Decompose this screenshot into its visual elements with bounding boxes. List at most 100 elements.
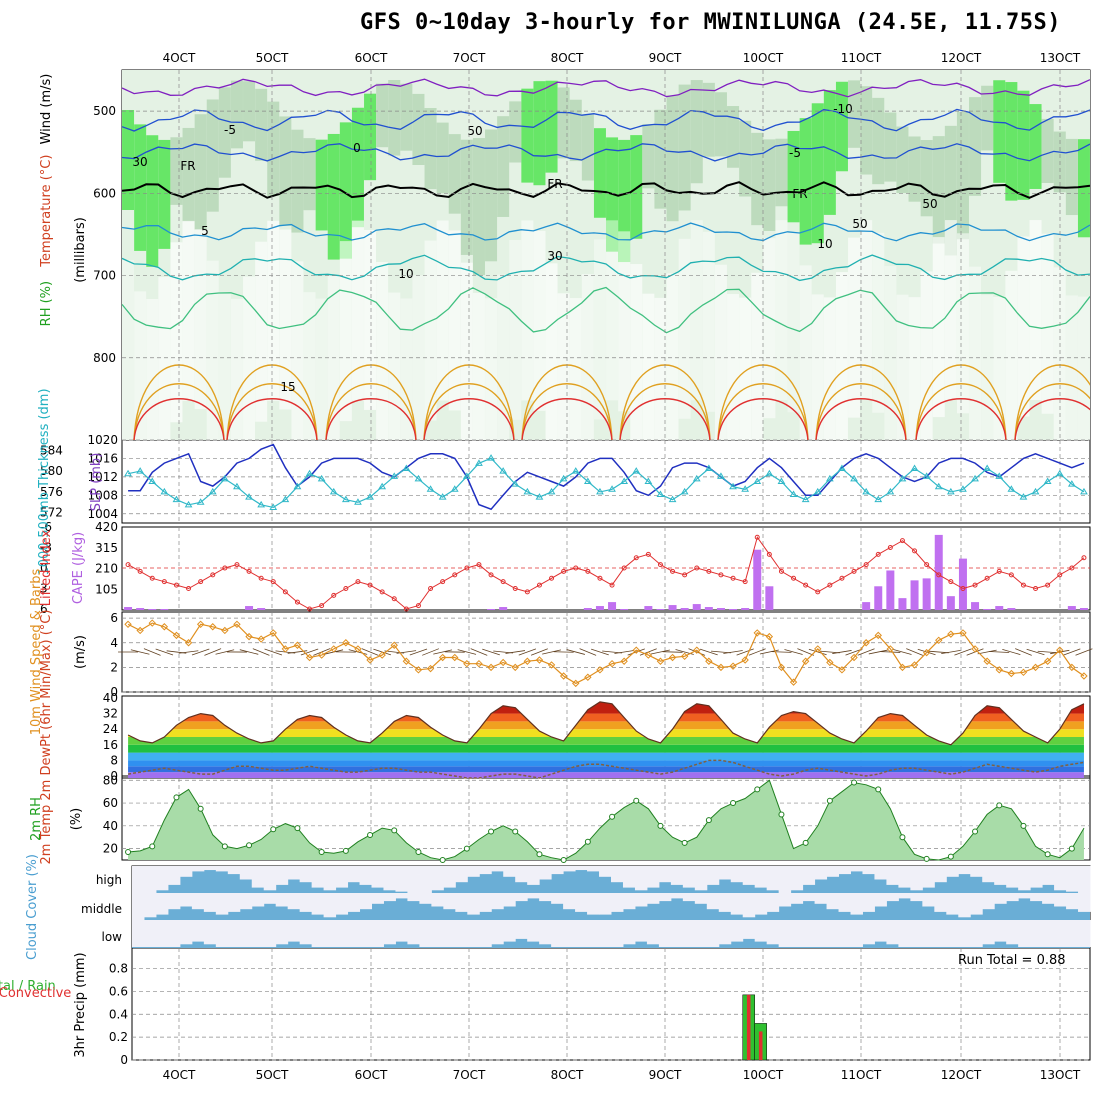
- cloud-clear-cell: [419, 893, 432, 904]
- temp-band: [128, 713, 1085, 722]
- cloud-clear-cell: [347, 893, 361, 912]
- warm-contour: [325, 383, 417, 440]
- cloud-clear-cell: [946, 893, 959, 915]
- lifted-index-point: [621, 565, 627, 571]
- temp-tick-label: 32: [103, 707, 118, 721]
- top-date-label: 7OCT: [453, 51, 486, 65]
- wind-unit-label: (m/s): [73, 635, 88, 669]
- rh-clear-band: [581, 273, 594, 440]
- contour-label: 50: [922, 197, 937, 211]
- rh-clear-band: [267, 220, 280, 401]
- wind-barb: [264, 648, 283, 656]
- cloud-label: Cloud Cover (%): [25, 854, 40, 960]
- rh-point: [221, 843, 228, 850]
- thickness-point: [160, 487, 169, 495]
- wind-barb: [1037, 650, 1058, 654]
- wind-speed-point: [596, 666, 604, 674]
- warm-contour: [133, 383, 225, 440]
- rh-clear-band: [714, 264, 727, 440]
- temp-label: 2m Temp 2m DewPt (6hr Min/Max) (°C): [39, 610, 54, 865]
- wind-barb: [1063, 648, 1081, 656]
- rh-band: [860, 86, 873, 175]
- cloud-clear-cell: [263, 920, 277, 947]
- cloud-clear-cell: [922, 866, 935, 888]
- temp-tick-label: 0: [110, 769, 118, 783]
- rh-clear-band: [497, 274, 510, 440]
- cloud-clear-cell: [299, 893, 313, 912]
- wind-speed-point: [693, 646, 701, 654]
- wind-barb: [650, 649, 670, 655]
- wind-barb: [457, 649, 477, 655]
- cloud-clear-cell: [994, 866, 1007, 885]
- cloud-clear-cell: [563, 920, 576, 947]
- thickness-point: [354, 498, 362, 505]
- rh-point: [173, 794, 180, 801]
- cloud-clear-cell: [575, 866, 588, 871]
- contour-label: -5: [224, 123, 236, 137]
- cloud-clear-cell: [886, 893, 899, 902]
- temp-band: [128, 766, 1085, 773]
- cloud-clear-cell: [443, 866, 456, 888]
- rh-clear-band: [230, 298, 243, 440]
- rh-point: [560, 857, 567, 863]
- rh-point: [996, 802, 1003, 809]
- rh-clear-band: [291, 261, 304, 440]
- cloud-clear-cell: [395, 866, 408, 892]
- thickness-point: [547, 487, 556, 495]
- cloud-clear-cell: [814, 920, 828, 947]
- cloud-clear-cell: [311, 866, 325, 888]
- cape-bar: [668, 605, 677, 610]
- cloud-clear-cell: [1042, 920, 1055, 947]
- temp-band: [128, 729, 1085, 737]
- cloud-clear-cell: [155, 866, 169, 891]
- wind-barb: [893, 649, 912, 655]
- rh-band: [364, 93, 377, 181]
- cloud-clear-cell: [730, 893, 744, 915]
- thickness-point: [511, 480, 520, 487]
- cloud-clear-cell: [383, 920, 396, 945]
- bottom-date-label: 7OCT: [453, 1068, 486, 1082]
- cape-bar: [487, 609, 496, 610]
- contour-label: 10: [817, 237, 832, 251]
- wind-speed-point: [608, 659, 616, 668]
- rh-band: [158, 139, 171, 249]
- cloud-clear-cell: [874, 893, 887, 907]
- wind-speed-point: [475, 659, 483, 668]
- thickness-point: [1080, 487, 1088, 495]
- cloud-clear-cell: [802, 893, 816, 902]
- cloud-clear-cell: [802, 920, 816, 947]
- rh-clear-band: [533, 230, 546, 411]
- thickness-point: [801, 495, 810, 503]
- cloud-clear-cell: [527, 920, 540, 942]
- rh-point: [439, 857, 446, 863]
- cloud-clear-cell: [383, 866, 396, 891]
- rh-band: [908, 136, 921, 202]
- cape-bar: [995, 606, 1004, 610]
- thickness-point: [789, 490, 798, 497]
- lifted-index-point: [149, 575, 155, 581]
- lifted-index-point: [549, 575, 555, 581]
- wind-barb: [579, 648, 597, 656]
- wind-speed-point: [451, 653, 459, 662]
- rh-point: [1020, 822, 1027, 829]
- wind-barb: [300, 648, 319, 656]
- temperature-contour: [122, 78, 1090, 98]
- rh-clear-band: [303, 292, 316, 440]
- wind-speed-point: [983, 657, 991, 665]
- wind-speed-point: [269, 629, 277, 637]
- cloud-clear-cell: [742, 920, 756, 939]
- cloud-clear-cell: [814, 893, 828, 904]
- contour-label: FR: [547, 177, 562, 191]
- rh-clear-band: [569, 298, 582, 440]
- rh-band: [497, 116, 510, 217]
- cloud-clear-cell: [323, 893, 337, 918]
- thickness-point: [208, 487, 217, 495]
- rh-point: [463, 845, 470, 852]
- rh-point: [1068, 845, 1075, 852]
- rh-band: [811, 103, 824, 244]
- wind-speed-point: [438, 653, 447, 662]
- rh-point: [778, 811, 785, 818]
- wind-speed-point: [995, 666, 1003, 674]
- rh-band: [436, 122, 449, 194]
- cloud-clear-cell: [850, 920, 863, 947]
